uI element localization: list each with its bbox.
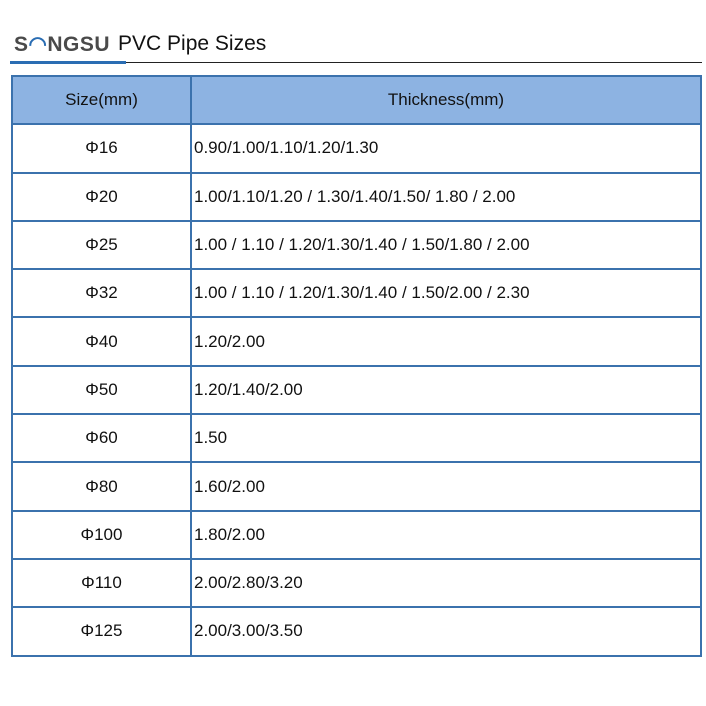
size-cell: Φ50: [11, 364, 192, 416]
songsu-logo: S◠NGSU: [14, 32, 111, 56]
thickness-cell: 1.20/1.40/2.00: [190, 364, 702, 416]
thickness-cell: 0.90/1.00/1.10/1.20/1.30: [190, 123, 702, 174]
title-text: PVC Pipe Sizes: [118, 32, 267, 55]
size-cell: Φ40: [11, 316, 192, 367]
table-row: Φ40 1.20/2.00: [11, 316, 702, 367]
table-row: Φ125 2.00/3.00/3.50: [11, 606, 702, 657]
table-row: Φ16 0.90/1.00/1.10/1.20/1.30: [11, 123, 702, 174]
thickness-cell: 1.20/2.00: [190, 316, 702, 367]
size-cell: Φ60: [11, 413, 192, 464]
size-cell: Φ100: [11, 509, 192, 560]
thickness-cell: 1.00 / 1.10 / 1.20/1.30/1.40 / 1.50/2.00…: [190, 268, 702, 319]
column-header-size: Size(mm): [11, 74, 192, 126]
pipe-sizes-table: Size(mm) Thickness(mm) Φ16 0.90/1.00/1.10…: [11, 74, 702, 657]
thickness-cell: 2.00/3.00/3.50: [190, 606, 702, 657]
size-cell: Φ16: [11, 123, 192, 174]
size-cell: Φ32: [11, 268, 192, 319]
thickness-cell: 1.80/2.00: [190, 509, 702, 560]
size-cell: Φ80: [11, 461, 192, 512]
column-header-thickness: Thickness(mm): [190, 74, 702, 126]
table-row: Φ32 1.00 / 1.10 / 1.20/1.30/1.40 / 1.50/2…: [11, 268, 702, 319]
size-cell: Φ110: [11, 557, 192, 609]
table-row: Φ60 1.50: [11, 413, 702, 464]
table-row: Φ50 1.20/1.40/2.00: [11, 364, 702, 416]
table-row: Φ110 2.00/2.80/3.20: [11, 557, 702, 609]
table-row: Φ25 1.00 / 1.10 / 1.20/1.30/1.40 / 1.50/1…: [11, 219, 702, 271]
table-row: Φ20 1.00/1.10/1.20 / 1.30/1.40/1.50/ 1.80…: [11, 171, 702, 222]
title-divider-accent: [10, 61, 126, 64]
title-divider: [10, 62, 702, 63]
page-title: S◠NGSU PVC Pipe Sizes: [14, 30, 266, 58]
size-cell: Φ125: [11, 606, 192, 657]
thickness-cell: 1.50: [190, 413, 702, 464]
thickness-cell: 2.00/2.80/3.20: [190, 557, 702, 609]
table-row: Φ80 1.60/2.00: [11, 461, 702, 512]
thickness-cell: 1.60/2.00: [190, 461, 702, 512]
thickness-cell: 1.00 / 1.10 / 1.20/1.30/1.40 / 1.50/1.80…: [190, 219, 702, 271]
thickness-cell: 1.00/1.10/1.20 / 1.30/1.40/1.50/ 1.80 / …: [190, 171, 702, 222]
size-cell: Φ25: [11, 219, 192, 271]
size-cell: Φ20: [11, 171, 192, 222]
table-row: Φ100 1.80/2.00: [11, 509, 702, 560]
